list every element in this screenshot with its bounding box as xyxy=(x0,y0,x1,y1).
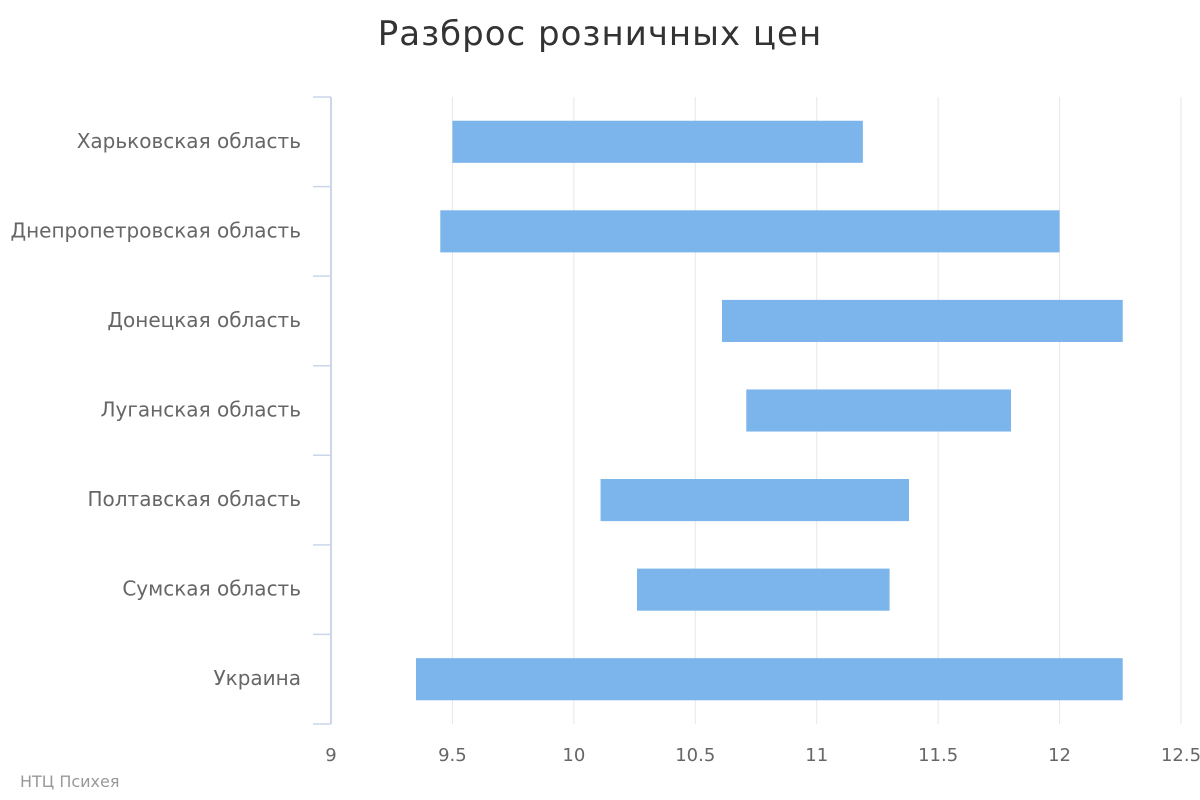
range-bar xyxy=(746,389,1011,432)
x-tick-label: 9 xyxy=(325,745,336,766)
range-bar xyxy=(637,568,890,611)
gridlines xyxy=(451,97,1182,724)
category-label: Днепропетровская область xyxy=(10,218,301,242)
credit-label: НТЦ Психея xyxy=(20,772,120,791)
range-bar xyxy=(416,658,1123,701)
x-tick-label: 10.5 xyxy=(675,745,715,766)
range-bar xyxy=(600,479,909,522)
x-tick-label: 12 xyxy=(1048,745,1071,766)
chart-title: Разброс розничных цен xyxy=(377,14,823,54)
bars xyxy=(416,120,1123,701)
x-tick-label: 12.5 xyxy=(1161,745,1200,766)
category-label: Украина xyxy=(213,666,301,690)
y-axis xyxy=(313,96,332,725)
x-tick-label: 11 xyxy=(805,745,828,766)
category-label: Сумская область xyxy=(122,577,301,601)
category-label: Харьковская область xyxy=(77,129,301,153)
x-axis-tick-labels: 9 9.5 10 10.5 11 11.5 12 12.5 xyxy=(325,745,1200,766)
range-bar xyxy=(440,210,1060,253)
range-bar xyxy=(452,120,863,163)
category-label: Донецкая область xyxy=(107,308,301,332)
x-tick-label: 11.5 xyxy=(918,745,958,766)
category-labels: Харьковская область Днепропетровская обла… xyxy=(10,129,301,690)
category-label: Полтавская область xyxy=(87,487,301,511)
category-label: Луганская область xyxy=(101,398,301,422)
range-bar xyxy=(722,299,1123,342)
x-tick-label: 10 xyxy=(562,745,585,766)
x-tick-label: 9.5 xyxy=(438,745,467,766)
